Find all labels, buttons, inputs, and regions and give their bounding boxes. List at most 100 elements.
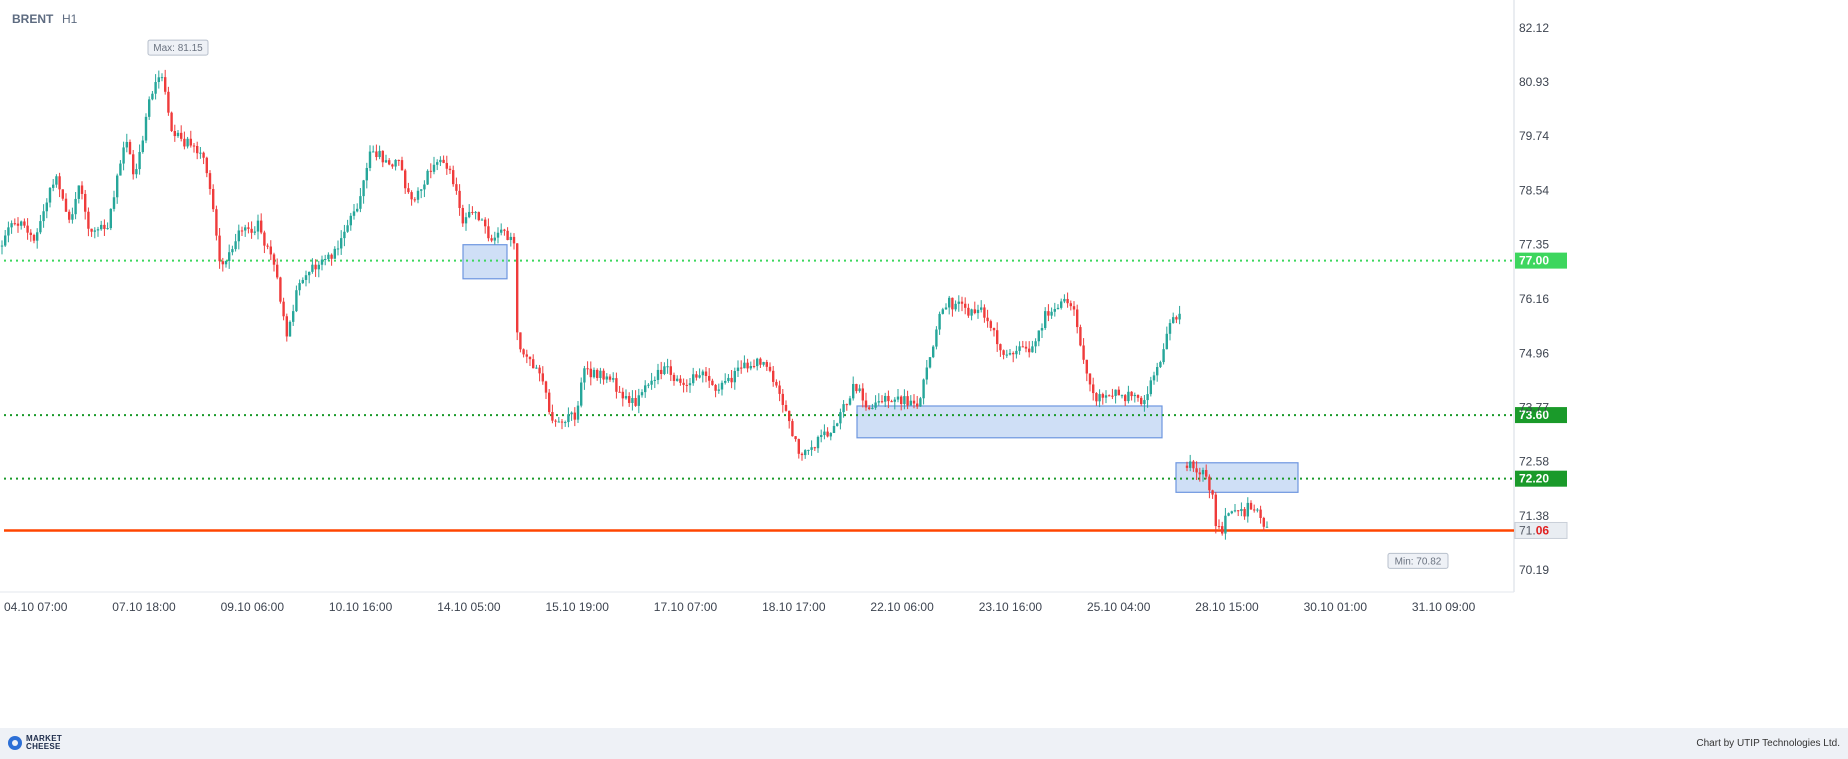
candle-body bbox=[1240, 509, 1243, 512]
candle-body bbox=[535, 367, 538, 369]
candle-body bbox=[679, 378, 682, 383]
candle-body bbox=[954, 303, 957, 310]
candle-body bbox=[1024, 346, 1028, 349]
candle-body bbox=[221, 261, 224, 265]
candle-body bbox=[352, 211, 356, 216]
candle-body bbox=[596, 369, 599, 378]
candle-body bbox=[1040, 327, 1044, 331]
y-tick-label: 77.35 bbox=[1519, 238, 1549, 252]
candle-body bbox=[125, 141, 128, 148]
candle-body bbox=[77, 185, 80, 199]
candle-body bbox=[1104, 395, 1108, 398]
candle-body bbox=[506, 230, 509, 241]
candle-body bbox=[509, 236, 512, 241]
candle-body bbox=[580, 382, 583, 406]
candle-body bbox=[656, 369, 660, 380]
candle-body bbox=[148, 99, 151, 117]
y-tick-label: 78.54 bbox=[1519, 184, 1549, 198]
candle-body bbox=[676, 378, 679, 381]
candle-body bbox=[637, 395, 640, 406]
candle-body bbox=[650, 380, 653, 385]
candle-body bbox=[189, 138, 192, 146]
candle-body bbox=[384, 160, 388, 163]
candle-body bbox=[1143, 400, 1146, 405]
candle-body bbox=[442, 159, 445, 163]
candle-body bbox=[36, 232, 39, 241]
candle-body bbox=[16, 223, 20, 226]
candle-body bbox=[858, 388, 861, 392]
candle-body bbox=[1246, 502, 1249, 517]
candle-body bbox=[704, 371, 708, 376]
x-tick-label: 18.10 17:00 bbox=[762, 600, 826, 614]
candle-body bbox=[295, 290, 298, 312]
candle-body bbox=[1140, 397, 1143, 405]
candle-body bbox=[202, 152, 205, 158]
candle-body bbox=[583, 368, 586, 383]
candle-body bbox=[765, 362, 768, 367]
candle-body bbox=[804, 450, 807, 456]
candle-body bbox=[714, 385, 717, 391]
candle-body bbox=[266, 245, 269, 247]
candle-body bbox=[500, 229, 503, 233]
candle-body bbox=[538, 367, 541, 374]
candle-body bbox=[80, 185, 84, 194]
candle-body bbox=[916, 403, 919, 407]
candle-body bbox=[567, 414, 570, 423]
candle-body bbox=[964, 303, 967, 308]
candle-body bbox=[176, 132, 180, 137]
candle-body bbox=[948, 297, 951, 308]
time-axis[interactable]: 04.10 07:00 07.10 18:00 09.10 06:00 10.10 1… bbox=[4, 600, 1476, 614]
candle-body bbox=[170, 112, 173, 132]
candle-body bbox=[452, 170, 455, 185]
candle-body bbox=[381, 150, 384, 163]
candle-body bbox=[1162, 349, 1165, 363]
candle-body bbox=[298, 283, 301, 291]
candle-body bbox=[522, 349, 525, 355]
candle-body bbox=[973, 309, 976, 314]
candle-body bbox=[736, 367, 740, 371]
candle-body bbox=[372, 151, 375, 153]
candle-body bbox=[151, 93, 154, 100]
candle-body bbox=[404, 170, 407, 189]
candle-body bbox=[864, 400, 868, 408]
candle-body bbox=[759, 358, 762, 365]
candle-body bbox=[317, 264, 320, 270]
candle-body bbox=[1053, 309, 1056, 312]
candle-body bbox=[1172, 317, 1175, 324]
candle-body bbox=[807, 449, 810, 451]
candle-body bbox=[173, 131, 176, 137]
candle-body bbox=[1063, 298, 1066, 302]
candle-body bbox=[653, 379, 656, 381]
candle-body bbox=[788, 410, 791, 422]
candle-body bbox=[903, 396, 906, 405]
candle-body bbox=[429, 170, 432, 172]
x-tick-label: 10.10 16:00 bbox=[329, 600, 393, 614]
candle-body bbox=[1192, 461, 1195, 469]
candle-body bbox=[909, 400, 912, 406]
candle-body bbox=[480, 219, 484, 221]
candle-body bbox=[0, 245, 4, 247]
candle-body bbox=[314, 264, 317, 270]
candle-body bbox=[541, 373, 544, 382]
candle-body bbox=[23, 221, 26, 226]
candle-body bbox=[999, 344, 1002, 351]
x-tick-label: 23.10 16:00 bbox=[979, 600, 1043, 614]
candle-body bbox=[487, 226, 490, 239]
candle-body bbox=[573, 412, 576, 420]
candle-body bbox=[68, 211, 71, 220]
candle-body bbox=[84, 193, 87, 212]
price-axis[interactable]: 82.12 80.93 79.74 78.54 77.35 76.16 74.96 73.77… bbox=[1519, 21, 1549, 577]
candle-body bbox=[285, 316, 288, 337]
candle-body bbox=[1018, 346, 1021, 351]
candle-body bbox=[1146, 394, 1149, 401]
candle-body bbox=[1265, 526, 1269, 528]
current-price-tag bbox=[1514, 521, 1568, 539]
candle-body bbox=[471, 211, 474, 213]
candle-body bbox=[612, 378, 615, 380]
candle-body bbox=[980, 307, 983, 310]
candle-body bbox=[1230, 511, 1233, 514]
candle-body bbox=[554, 420, 557, 422]
candle-body bbox=[1127, 391, 1130, 402]
candle-body bbox=[602, 370, 605, 380]
